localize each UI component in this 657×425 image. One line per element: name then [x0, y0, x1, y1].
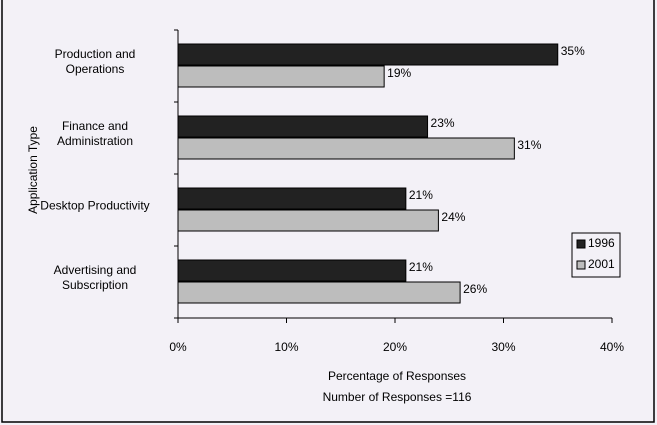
- legend-label: 2001: [588, 257, 615, 271]
- bar: [177, 65, 385, 88]
- x-tick-label: 40%: [600, 340, 624, 354]
- value-label: 23%: [431, 116, 455, 130]
- y-tick-label: Production and Operations: [54, 47, 136, 76]
- bar: [177, 281, 461, 304]
- legend-swatch: [576, 260, 586, 270]
- value-label: 26%: [463, 282, 487, 296]
- bar: [177, 209, 439, 232]
- value-label: 24%: [441, 210, 465, 224]
- x-axis-label: Percentage of Responses: [328, 369, 466, 383]
- annotation: Number of Responses =116: [323, 390, 472, 404]
- y-tick-label: Desktop Productivity: [40, 198, 150, 213]
- x-tick-label: 10%: [274, 340, 298, 354]
- value-label: 21%: [409, 188, 433, 202]
- bar: [177, 43, 559, 66]
- x-tick-label: 30%: [491, 340, 515, 354]
- legend-swatch: [576, 239, 586, 249]
- y-axis-label: Application Type: [26, 126, 40, 214]
- bar: [177, 187, 407, 210]
- y-tick-label: Finance and Administration: [56, 119, 134, 148]
- bar: [177, 259, 407, 282]
- legend-label: 1996: [588, 236, 615, 250]
- bar: [177, 137, 515, 160]
- x-tick-label: 0%: [169, 340, 187, 354]
- value-label: 19%: [387, 66, 411, 80]
- y-tick-label: Advertising and Subscription: [53, 263, 137, 292]
- value-label: 35%: [561, 44, 585, 58]
- x-tick-label: 20%: [383, 340, 407, 354]
- bar: [177, 115, 429, 138]
- value-label: 31%: [517, 138, 541, 152]
- value-label: 21%: [409, 260, 433, 274]
